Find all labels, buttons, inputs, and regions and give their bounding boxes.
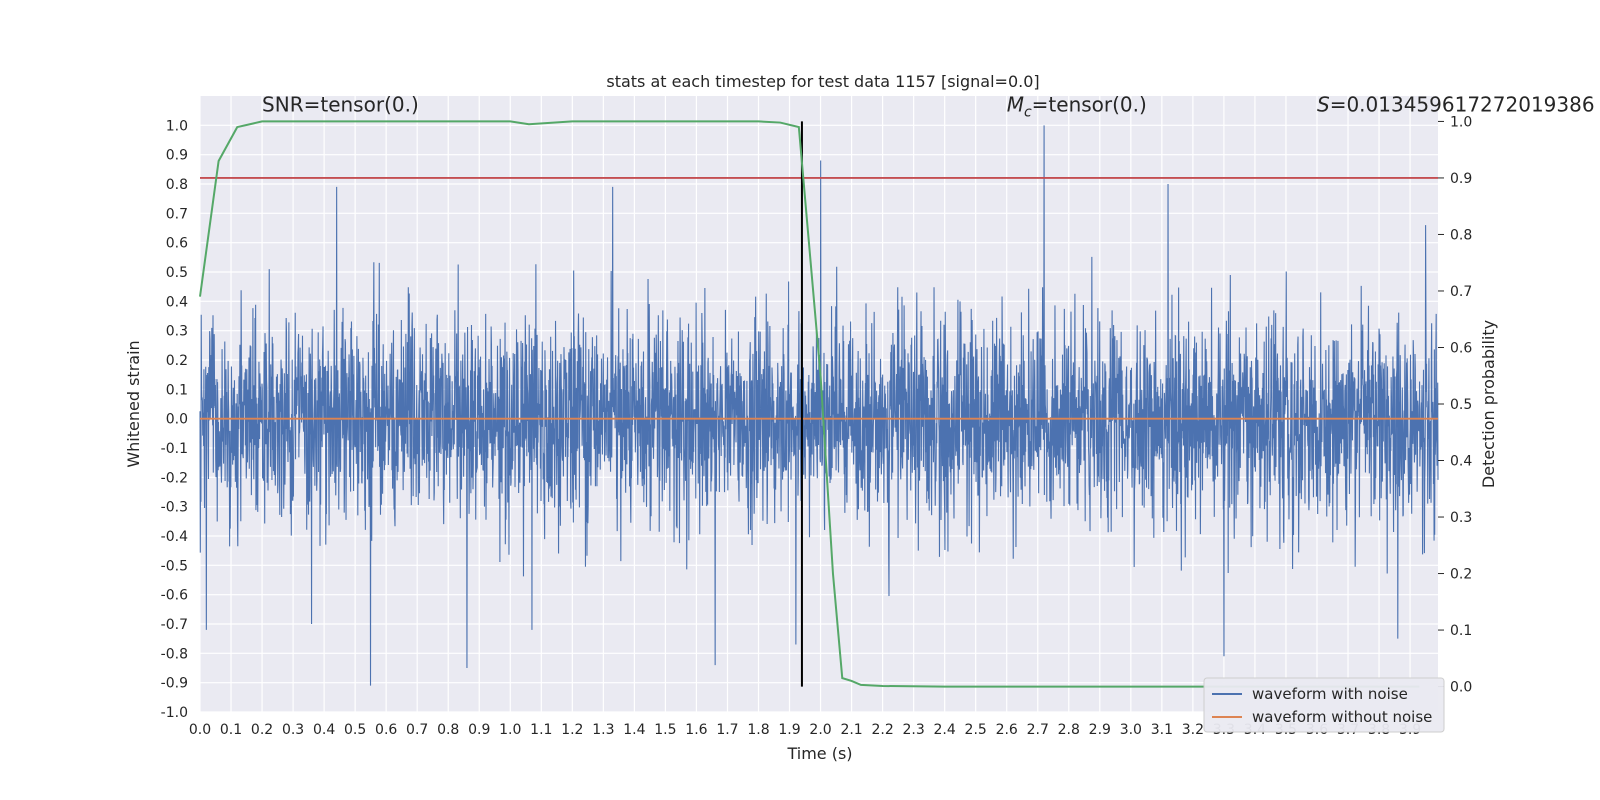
x-tick-label: 2.5 xyxy=(965,722,987,738)
legend-entry-label: waveform with noise xyxy=(1252,685,1408,703)
annotations: SNR=tensor(0.) Mc=tensor(0.) S=0.013459617… xyxy=(262,92,1595,120)
x-tick-label: 2.2 xyxy=(871,722,893,738)
y-left-tick-label: -1.0 xyxy=(161,705,188,721)
x-tick-label: 0.5 xyxy=(344,722,366,738)
y-right-tick-label: 0.0 xyxy=(1450,680,1472,696)
y-right-tick-label: 0.2 xyxy=(1450,567,1472,583)
x-tick-label: 3.0 xyxy=(1120,722,1142,738)
x-tick-label: 0.8 xyxy=(437,722,459,738)
x-tick-label: 2.4 xyxy=(934,722,956,738)
y-right-tick-label: 0.4 xyxy=(1450,454,1472,470)
series-detection-probability xyxy=(199,120,1420,688)
y-left-tick-label: -0.9 xyxy=(161,676,188,692)
y-right-tick-label: 0.6 xyxy=(1450,340,1472,356)
y-left-tick-label: -0.4 xyxy=(161,529,188,545)
x-tick-label: 2.3 xyxy=(903,722,925,738)
y-left-tick-label: -0.1 xyxy=(161,441,188,457)
x-tick-label: 3.2 xyxy=(1182,722,1204,738)
y-right-tick-label: 0.3 xyxy=(1450,510,1472,526)
x-tick-label: 2.8 xyxy=(1058,722,1080,738)
x-tick-label: 1.1 xyxy=(530,722,552,738)
x-tick-label: 2.1 xyxy=(840,722,862,738)
y-left-tick-label: 1.0 xyxy=(166,118,188,134)
y-left-tick-label: 0.9 xyxy=(166,148,188,164)
annotation: S=0.013459617272019386 xyxy=(1317,92,1595,116)
annotation: Mc=tensor(0.) xyxy=(1007,92,1147,120)
x-tick-label: 2.7 xyxy=(1027,722,1049,738)
y-left-tick-label: -0.5 xyxy=(161,558,188,574)
y-left-tick-label: -0.3 xyxy=(161,500,188,516)
x-tick-label: 0.2 xyxy=(251,722,273,738)
y-left-tick-label: 0.1 xyxy=(166,382,188,398)
x-axis-label: Time (s) xyxy=(786,744,852,763)
detection-probability-line xyxy=(199,120,1420,688)
y-left-tick-label: -0.7 xyxy=(161,617,188,633)
x-tick-label: 0.6 xyxy=(375,722,397,738)
x-tick-label: 2.9 xyxy=(1089,722,1111,738)
y-left-tick-label: 0.8 xyxy=(166,177,188,193)
x-tick-label: 3.1 xyxy=(1151,722,1173,738)
legend-box xyxy=(1203,677,1445,733)
x-tick-label: 1.5 xyxy=(654,722,676,738)
legend-entry-label: waveform without noise xyxy=(1252,708,1432,726)
y-right-tick-label: 0.5 xyxy=(1450,397,1472,413)
x-tick-label: 0.0 xyxy=(189,722,211,738)
y-right-axis-ticks: 0.0 0.1 0.2 0.3 0.4 0.5 0.6 0.7 0.8 0.9 1.0 xyxy=(1438,114,1472,696)
x-tick-label: 0.3 xyxy=(282,722,304,738)
x-tick-label: 1.9 xyxy=(778,722,800,738)
y-right-axis-label: Detection probability xyxy=(1479,320,1498,488)
x-tick-label: 0.4 xyxy=(313,722,335,738)
reference-lines xyxy=(200,121,1438,687)
x-tick-label: 1.8 xyxy=(747,722,769,738)
y-right-tick-label: 0.9 xyxy=(1450,171,1472,187)
annotation: SNR=tensor(0.) xyxy=(262,92,419,116)
legend: waveform with noise waveform without nois… xyxy=(1203,677,1445,733)
waveform-with-noise-line xyxy=(199,125,1439,686)
x-tick-label: 1.6 xyxy=(685,722,707,738)
y-left-axis-ticks: -1.0 -0.9 -0.8 -0.7 -0.6 -0.5 -0.4 -0.3 -0.2 -0.1… xyxy=(161,118,188,721)
x-tick-label: 2.0 xyxy=(809,722,831,738)
x-tick-label: 0.7 xyxy=(406,722,428,738)
x-tick-label: 1.0 xyxy=(499,722,521,738)
x-tick-label: 1.2 xyxy=(561,722,583,738)
y-left-tick-label: 0.2 xyxy=(166,353,188,369)
y-right-tick-label: 0.8 xyxy=(1450,227,1472,243)
y-left-tick-label: -0.8 xyxy=(161,646,188,662)
y-left-tick-label: 0.6 xyxy=(166,236,188,252)
y-left-tick-label: -0.2 xyxy=(161,470,188,486)
x-tick-label: 2.6 xyxy=(996,722,1018,738)
y-left-tick-label: 0.7 xyxy=(166,206,188,222)
y-right-tick-label: 0.7 xyxy=(1450,284,1472,300)
y-left-tick-label: 0.3 xyxy=(166,324,188,340)
x-tick-label: 0.9 xyxy=(468,722,490,738)
x-tick-label: 1.4 xyxy=(623,722,645,738)
y-right-tick-label: 1.0 xyxy=(1450,114,1472,130)
y-left-tick-label: -0.6 xyxy=(161,588,188,604)
x-tick-label: 1.3 xyxy=(592,722,614,738)
x-tick-label: 1.7 xyxy=(716,722,738,738)
x-tick-label: 0.1 xyxy=(220,722,242,738)
chart-title: stats at each timestep for test data 115… xyxy=(606,72,1039,91)
series-waveform-with-noise xyxy=(199,125,1439,686)
y-right-tick-label: 0.1 xyxy=(1450,623,1472,639)
y-left-axis-label: Whitened strain xyxy=(124,340,143,467)
y-left-tick-label: 0.5 xyxy=(166,265,188,281)
y-left-tick-label: 0.4 xyxy=(166,294,188,310)
y-left-tick-label: 0.0 xyxy=(166,412,188,428)
